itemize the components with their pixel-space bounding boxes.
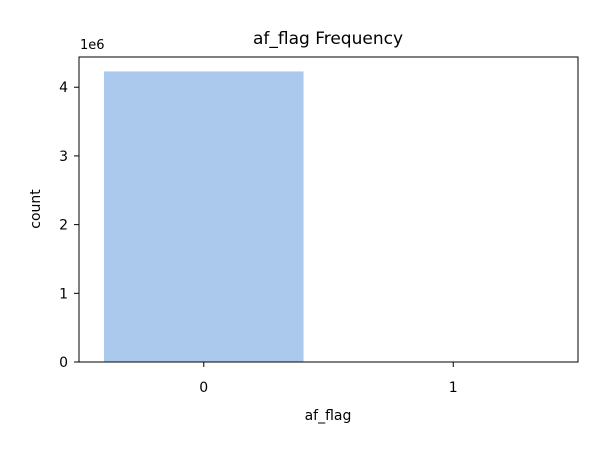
y-scale-label: 1e6: [80, 38, 105, 53]
y-axis: 0 1 2 3 4: [59, 80, 79, 371]
y-tick-label-2: 2: [59, 218, 68, 234]
bars-group: [103, 71, 304, 363]
y-tick-label-1: 1: [59, 286, 68, 302]
plot-frame: [78, 56, 579, 363]
x-tick-label-0: 0: [199, 380, 208, 396]
chart-title: af_flag Frequency: [253, 29, 403, 49]
bar-0: [103, 71, 304, 363]
x-tick-label-1: 1: [449, 380, 458, 396]
y-tick-label-3: 3: [59, 149, 68, 165]
y-tick-label-0: 0: [59, 355, 68, 371]
y-tick-label-4: 4: [59, 80, 68, 96]
x-axis-label: af_flag: [305, 408, 352, 424]
y-axis-label: count: [28, 189, 44, 229]
